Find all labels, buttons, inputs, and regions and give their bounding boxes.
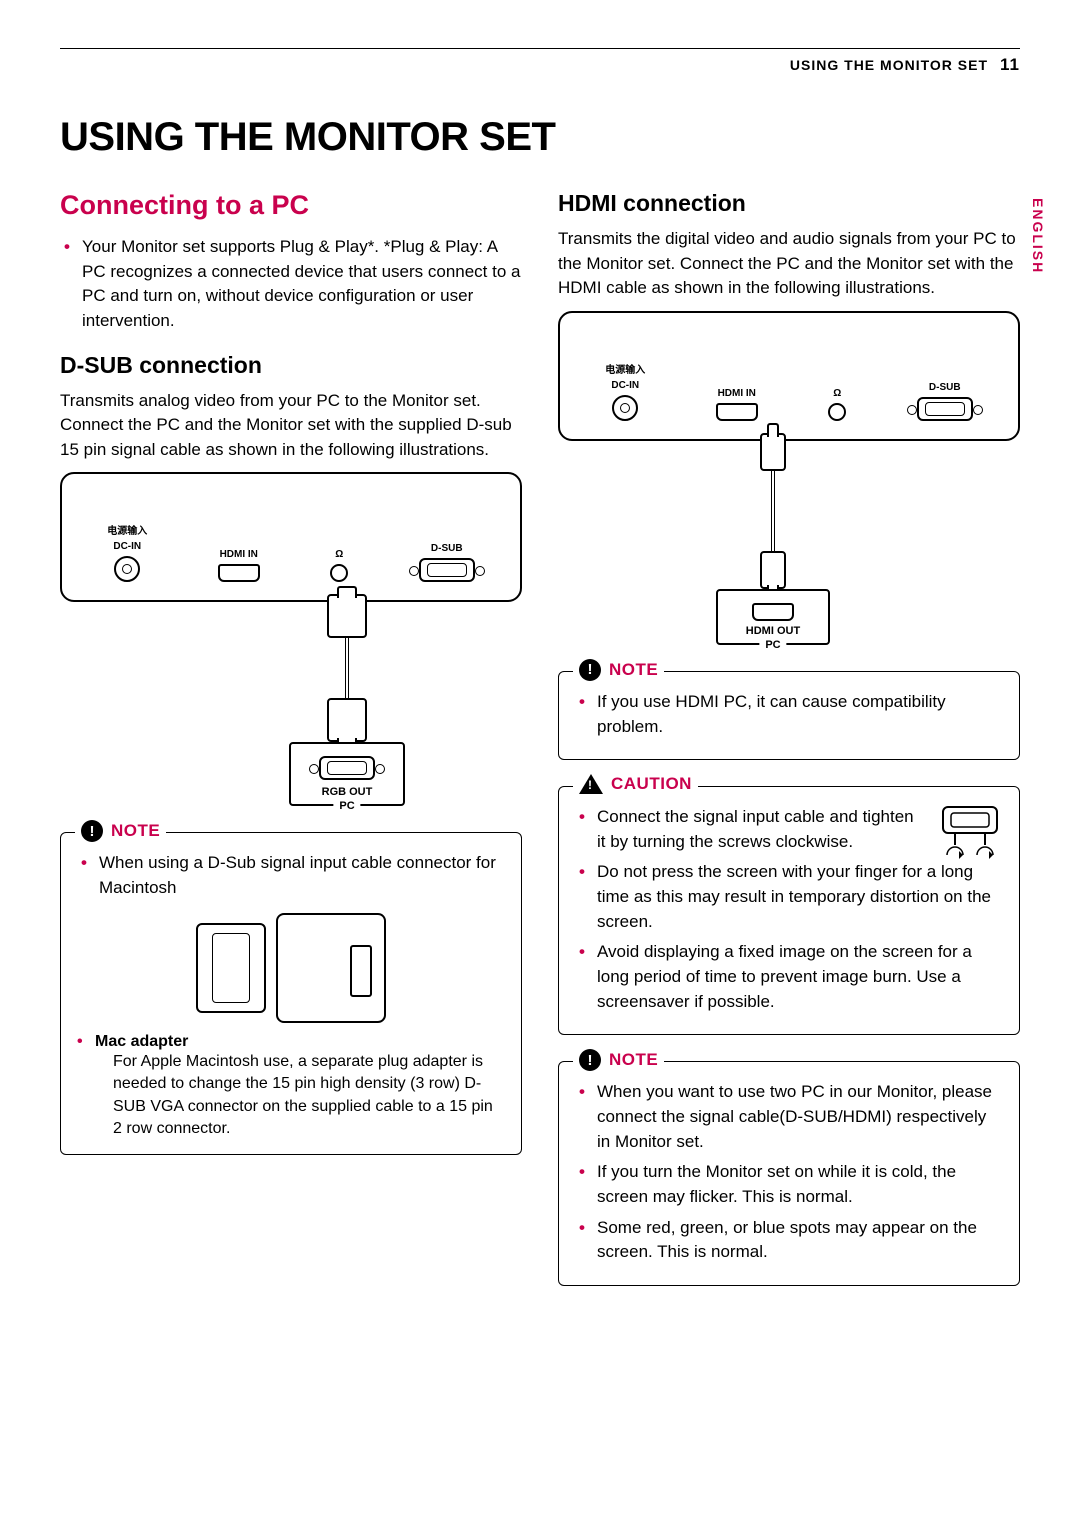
note2-list: If you use HDMI PC, it can cause compati… bbox=[575, 690, 1003, 739]
caution-icon bbox=[579, 774, 603, 794]
pc-box: RGB OUT PC bbox=[289, 742, 405, 806]
note-icon: ! bbox=[81, 820, 103, 842]
note1-bullet: When using a D-Sub signal input cable co… bbox=[81, 851, 505, 900]
intro-bullet: Your Monitor set supports Plug & Play*. … bbox=[64, 235, 522, 334]
dc-jack-icon bbox=[612, 395, 638, 421]
hdmi-monitor-diagram: 电源输入 DC-IN HDMI IN Ω D-SUB bbox=[558, 311, 1020, 441]
note-icon: ! bbox=[579, 1049, 601, 1071]
note1-list: When using a D-Sub signal input cable co… bbox=[77, 851, 505, 900]
hdmi-socket-icon bbox=[218, 564, 260, 582]
note-icon: ! bbox=[579, 659, 601, 681]
hdmi-out-label: HDMI OUT bbox=[746, 625, 800, 637]
top-rule bbox=[60, 48, 1020, 49]
dc-cn-label: 电源输入 bbox=[107, 522, 147, 537]
pc-box: HDMI OUT PC bbox=[716, 589, 830, 645]
language-tab: ENGLISH bbox=[1030, 198, 1046, 274]
dsub-heading: D-SUB connection bbox=[60, 352, 522, 379]
header-breadcrumb: USING THE MONITOR SET bbox=[790, 57, 988, 73]
dsub-socket-icon bbox=[917, 397, 973, 421]
section-heading: Connecting to a PC bbox=[60, 190, 522, 221]
page-title: USING THE MONITOR SET bbox=[60, 115, 1020, 160]
caution-bullet-3: Avoid displaying a fixed image on the sc… bbox=[579, 940, 1003, 1014]
headphone-jack-icon bbox=[828, 403, 846, 421]
cable-icon bbox=[345, 638, 349, 698]
mac-adapter-box-icon bbox=[276, 913, 386, 1023]
mac-adapter-plug-icon bbox=[196, 923, 266, 1013]
pc-dsub-socket-icon bbox=[319, 756, 375, 780]
port-dcin: 电源输入 DC-IN bbox=[107, 522, 147, 582]
note-label: NOTE bbox=[111, 821, 160, 841]
two-column-layout: Connecting to a PC Your Monitor set supp… bbox=[60, 190, 1020, 1300]
port-headphone: Ω bbox=[828, 388, 846, 421]
note2-bullet: If you use HDMI PC, it can cause compati… bbox=[579, 690, 1003, 739]
port-dsub: D-SUB bbox=[419, 543, 475, 582]
page-number: 11 bbox=[1000, 55, 1020, 75]
mac-adapter-diagram bbox=[77, 913, 505, 1023]
intro-list: Your Monitor set supports Plug & Play*. … bbox=[60, 235, 522, 334]
hdmi-label: HDMI IN bbox=[718, 388, 756, 399]
dsub-monitor-diagram: 电源输入 DC-IN HDMI IN Ω D-SUB bbox=[60, 472, 522, 602]
note3-bullet-3: Some red, green, or blue spots may appea… bbox=[579, 1216, 1003, 1265]
rgb-out-label: RGB OUT bbox=[319, 786, 375, 798]
dc-label: DC-IN bbox=[113, 541, 141, 552]
dc-cn-label: 电源输入 bbox=[605, 361, 645, 376]
hdmi-heading: HDMI connection bbox=[558, 190, 1020, 217]
note-label: NOTE bbox=[609, 1050, 658, 1070]
pc-label: PC bbox=[333, 800, 360, 812]
hdmi-body: Transmits the digital video and audio si… bbox=[558, 227, 1020, 301]
note-box-3: ! NOTE When you want to use two PC in ou… bbox=[558, 1061, 1020, 1285]
port-dcin: 电源输入 DC-IN bbox=[605, 361, 645, 421]
note-box-2: ! NOTE If you use HDMI PC, it can cause … bbox=[558, 671, 1020, 760]
note-box-1: ! NOTE When using a D-Sub signal input c… bbox=[60, 832, 522, 1155]
left-column: Connecting to a PC Your Monitor set supp… bbox=[60, 190, 522, 1300]
dsub-label: D-SUB bbox=[431, 543, 463, 554]
headphone-label: Ω bbox=[335, 549, 343, 560]
hdmi-cable-diagram: HDMI OUT PC bbox=[526, 433, 1020, 645]
dc-jack-icon bbox=[114, 556, 140, 582]
right-column: HDMI connection Transmits the digital vi… bbox=[558, 190, 1020, 1300]
dsub-body: Transmits analog video from your PC to t… bbox=[60, 389, 522, 463]
mac-adapter-body: For Apple Macintosh use, a separate plug… bbox=[77, 1051, 505, 1141]
cable-icon bbox=[771, 471, 775, 551]
mac-adapter-title: Mac adapter bbox=[77, 1033, 505, 1051]
dsub-socket-icon bbox=[419, 558, 475, 582]
header: USING THE MONITOR SET 11 bbox=[60, 55, 1020, 75]
caution-label: CAUTION bbox=[611, 774, 692, 794]
note3-list: When you want to use two PC in our Monit… bbox=[575, 1080, 1003, 1264]
pc-label: PC bbox=[759, 639, 786, 651]
dsub-label: D-SUB bbox=[929, 382, 961, 393]
caution-list: Connect the signal input cable and tight… bbox=[575, 805, 1003, 1014]
dsub-connector-bottom-icon bbox=[327, 698, 367, 742]
hdmi-label: HDMI IN bbox=[220, 549, 258, 560]
hdmi-socket-icon bbox=[716, 403, 758, 421]
hdmi-plug-top-icon bbox=[760, 433, 786, 471]
note3-bullet-2: If you turn the Monitor set on while it … bbox=[579, 1160, 1003, 1209]
note3-bullet-1: When you want to use two PC in our Monit… bbox=[579, 1080, 1003, 1154]
caution-bullet-1: Connect the signal input cable and tight… bbox=[579, 805, 1003, 854]
port-hdmi: HDMI IN bbox=[716, 388, 758, 421]
note-label: NOTE bbox=[609, 660, 658, 680]
caution-box: CAUTION Connect the signal input cable a… bbox=[558, 786, 1020, 1035]
pc-hdmi-socket-icon bbox=[752, 603, 794, 621]
caution-bullet-2: Do not press the screen with your finger… bbox=[579, 860, 1003, 934]
dsub-connector-top-icon bbox=[327, 594, 367, 638]
port-hdmi: HDMI IN bbox=[218, 549, 260, 582]
dsub-cable-diagram: RGB OUT PC bbox=[172, 594, 522, 806]
port-headphone: Ω bbox=[330, 549, 348, 582]
hdmi-plug-bottom-icon bbox=[760, 551, 786, 589]
headphone-jack-icon bbox=[330, 564, 348, 582]
headphone-label: Ω bbox=[833, 388, 841, 399]
dc-label: DC-IN bbox=[611, 380, 639, 391]
port-dsub: D-SUB bbox=[917, 382, 973, 421]
